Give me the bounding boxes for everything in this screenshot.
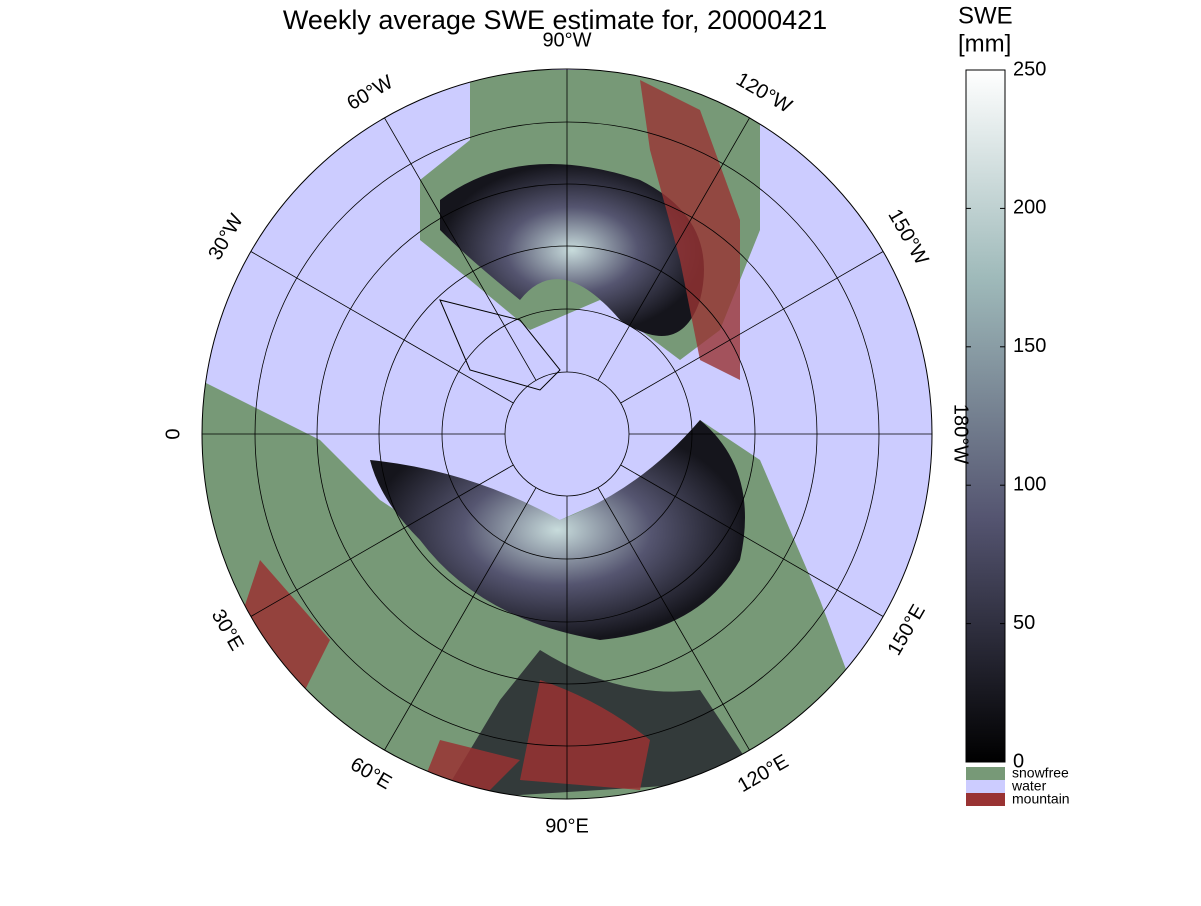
longitude-label: 0: [162, 428, 184, 439]
map-border: [201, 68, 933, 800]
snow-na: [440, 164, 704, 336]
longitude-label: 30°W: [204, 210, 248, 264]
map: [202, 69, 932, 799]
meridian: [250, 464, 514, 617]
legend-swatch: [966, 767, 1005, 780]
meridian: [597, 487, 750, 751]
colorbar-tick-label: 0: [1013, 750, 1024, 772]
meridian: [384, 487, 537, 751]
legend-swatch: [966, 793, 1005, 806]
longitude-label: 30°E: [207, 606, 248, 655]
longitude-label: 150°W: [883, 206, 932, 269]
longitude-label: 180°W: [950, 404, 972, 464]
colorbar-tick-label: 200: [1013, 197, 1046, 219]
legend-swatch: [966, 780, 1005, 793]
colorbar-ramp: [965, 69, 1006, 763]
colorbar-tick-label: 100: [1013, 473, 1046, 495]
rockies: [640, 80, 740, 380]
colorbar-label: SWE: [958, 2, 1013, 29]
longitude-label: 120°W: [732, 68, 795, 117]
longitude-label: 120°E: [734, 751, 792, 797]
snow-eurasia: [370, 420, 745, 640]
legend-label: snowfree: [1012, 765, 1069, 781]
legend-label: mountain: [1012, 791, 1070, 807]
graticule: [202, 69, 932, 799]
longitude-label: 60°W: [343, 71, 397, 115]
title: Weekly average SWE estimate for, 2000042…: [283, 5, 827, 35]
longitude-label: 150°E: [884, 601, 930, 659]
meridian: [384, 117, 537, 381]
meridian: [620, 464, 884, 617]
colorbar-tick-label: 150: [1013, 335, 1046, 357]
longitude-label: 90°W: [542, 29, 591, 51]
greenland: [439, 299, 561, 391]
meridian: [597, 117, 750, 381]
longitude-label: 60°E: [346, 753, 395, 794]
colorbar-label: [mm]: [958, 30, 1011, 57]
colorbar-tick-label: 250: [1013, 58, 1046, 80]
colorbar: SWE[mm] 0 50 100 150 200 250 snowfreewatermount…: [958, 2, 1070, 806]
colorbar-tick-label: 50: [1013, 612, 1035, 634]
longitude-label: 90°E: [545, 815, 589, 837]
legend-label: water: [1011, 778, 1047, 794]
meridian: [250, 251, 514, 404]
mountains: [240, 560, 650, 799]
meridian: [620, 251, 884, 404]
